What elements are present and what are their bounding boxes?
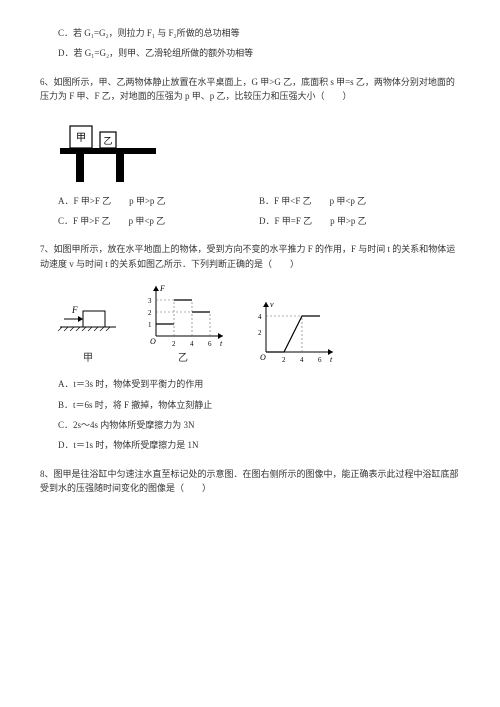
svg-text:t: t — [220, 339, 223, 348]
q6-option-b: B．F 甲<F 乙 p 甲<p 乙 — [259, 194, 460, 208]
svg-text:4: 4 — [300, 356, 304, 364]
q6-stem: 6、如图所示，甲、乙两物体静止放置在水平桌面上，G 甲>G 乙，底面积 s 甲=… — [40, 75, 460, 104]
q6-option-d: D．F 甲=F 乙 p 甲>p 乙 — [259, 214, 460, 228]
q6-choices-row2: C．F 甲>F 乙 p 甲<p 乙 D．F 甲=F 乙 p 甲>p 乙 — [58, 214, 460, 228]
q5-option-c: C．若 G₁=G₂，则拉力 F₁ 与 F₂所做的总功相等 — [58, 26, 460, 40]
q8-stem: 8、图甲是往浴缸中匀速注水直至标记处的示意图．在图右侧所示的图像中，能正确表示此… — [40, 467, 460, 496]
svg-text:t: t — [330, 355, 333, 364]
q7-panel2-label: 乙 — [138, 351, 228, 367]
svg-text:F: F — [71, 305, 78, 315]
svg-text:2: 2 — [148, 309, 152, 317]
q7-block-panel: F 甲 — [58, 291, 118, 367]
svg-text:2: 2 — [172, 340, 176, 348]
q7-option-d: D．t＝1s 时，物体所受摩擦力是 1N — [58, 438, 460, 452]
q7-graph-ft: F t O 1 2 3 2 4 6 乙 — [138, 281, 228, 367]
svg-text:2: 2 — [258, 329, 262, 337]
svg-text:3: 3 — [148, 297, 152, 305]
q6-diagram: 甲 乙 — [58, 114, 158, 184]
svg-text:6: 6 — [318, 356, 322, 364]
svg-text:2: 2 — [282, 356, 286, 364]
svg-text:O: O — [260, 353, 266, 362]
q7-option-c: C．2s～4s 内物体所受摩擦力为 3N — [58, 418, 460, 432]
svg-text:1: 1 — [148, 321, 152, 329]
q7-panel1-label: 甲 — [58, 351, 118, 367]
q5-option-d: D．若 G₁=G₂，则甲、乙滑轮组所做的额外功相等 — [58, 46, 460, 60]
svg-text:4: 4 — [258, 313, 262, 321]
q7-stem: 7、如图甲所示，放在水平地面上的物体，受到方向不变的水平推力 F 的作用，F 与… — [40, 242, 460, 271]
svg-text:4: 4 — [190, 340, 194, 348]
q6-option-a: A．F 甲>F 乙 p 甲>p 乙 — [58, 194, 259, 208]
q6-block2-label: 乙 — [103, 136, 112, 146]
q6-block1-label: 甲 — [76, 133, 86, 144]
q7-graph-vt: v t O 2 4 2 4 6 — [248, 297, 338, 367]
q6-option-c: C．F 甲>F 乙 p 甲<p 乙 — [58, 214, 259, 228]
svg-text:v: v — [270, 300, 274, 309]
svg-text:F: F — [159, 284, 165, 293]
q7-option-a: A．t＝3s 时，物体受到平衡力的作用 — [58, 377, 460, 391]
q7-option-b: B．t＝6s 时，将 F 撤掉，物体立刻静止 — [58, 398, 460, 412]
q7-figure: F 甲 F t O 1 2 3 2 4 6 — [58, 281, 460, 367]
svg-text:O: O — [150, 337, 156, 346]
q6-figure: 甲 乙 — [58, 114, 460, 184]
q6-choices-row1: A．F 甲>F 乙 p 甲>p 乙 B．F 甲<F 乙 p 甲<p 乙 — [58, 194, 460, 208]
svg-text:6: 6 — [208, 340, 212, 348]
